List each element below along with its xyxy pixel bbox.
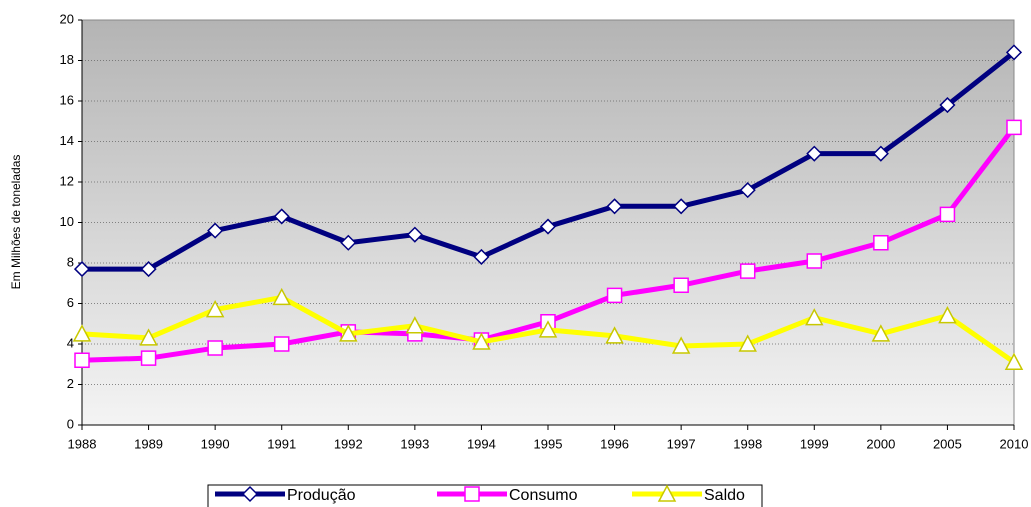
legend-marker	[657, 484, 677, 502]
marker	[605, 326, 624, 344]
marker	[1005, 44, 1023, 61]
legend-label: Produção	[287, 487, 356, 504]
marker	[273, 336, 290, 352]
legend-marker	[241, 485, 259, 503]
marker	[739, 182, 756, 199]
marker	[805, 308, 824, 326]
x-tick-label: 2010	[1000, 436, 1029, 451]
x-tick-label: 1996	[600, 436, 629, 451]
marker	[473, 248, 490, 265]
y-tick-label: 0	[67, 416, 74, 431]
marker	[939, 206, 956, 223]
marker	[939, 96, 956, 114]
marker	[140, 261, 157, 278]
marker	[207, 222, 224, 239]
x-tick-label: 1994	[467, 436, 496, 451]
x-tick-label: 1997	[667, 436, 696, 451]
marker	[339, 324, 358, 342]
x-tick-label: 1990	[201, 436, 230, 451]
marker	[671, 336, 691, 354]
marker	[938, 306, 957, 324]
legend-label: Saldo	[704, 487, 745, 504]
marker	[472, 332, 491, 350]
x-tick-label: 1998	[733, 436, 762, 451]
y-tick-label: 4	[67, 335, 74, 350]
y-tick-label: 16	[60, 92, 74, 107]
y-tick-label: 10	[60, 214, 74, 229]
x-tick-label: 1992	[334, 436, 363, 451]
marker	[738, 334, 757, 352]
marker	[272, 287, 291, 306]
marker	[673, 198, 690, 215]
marker	[340, 234, 357, 251]
legend-marker	[464, 486, 480, 502]
marker	[72, 324, 92, 342]
y-tick-label: 2	[67, 376, 74, 391]
marker	[806, 145, 823, 162]
marker	[873, 235, 889, 251]
y-tick-label: 14	[60, 133, 74, 148]
x-tick-label: 1989	[134, 436, 163, 451]
marker	[606, 198, 623, 215]
marker	[673, 277, 689, 294]
marker	[207, 340, 223, 356]
y-tick-label: 8	[67, 254, 74, 269]
marker	[405, 316, 425, 334]
marker	[871, 324, 891, 342]
x-tick-label: 2005	[933, 436, 962, 451]
marker	[273, 208, 290, 225]
marker	[140, 350, 157, 366]
x-tick-label: 1993	[400, 436, 429, 451]
y-tick-label: 20	[60, 11, 74, 26]
y-axis-label: Em Milhões de toneladas	[9, 155, 23, 290]
marker	[872, 145, 889, 162]
marker	[538, 320, 558, 338]
x-tick-label: 1995	[534, 436, 563, 451]
x-tick-label: 1999	[800, 436, 829, 451]
x-tick-label: 1991	[267, 436, 296, 451]
legend-label: Consumo	[509, 487, 578, 504]
marker	[74, 352, 90, 368]
x-tick-label: 2000	[866, 436, 895, 451]
y-tick-label: 12	[60, 173, 74, 188]
marker	[406, 226, 423, 243]
x-tick-label: 1988	[68, 436, 97, 451]
marker	[806, 253, 823, 269]
marker	[139, 328, 158, 346]
marker	[1006, 119, 1022, 136]
y-tick-label: 18	[60, 52, 74, 67]
marker	[539, 218, 557, 235]
marker	[606, 287, 623, 304]
marker	[73, 261, 91, 278]
marker	[739, 263, 756, 279]
marker	[205, 299, 225, 318]
marker	[1004, 352, 1024, 370]
y-tick-label: 6	[67, 295, 74, 310]
